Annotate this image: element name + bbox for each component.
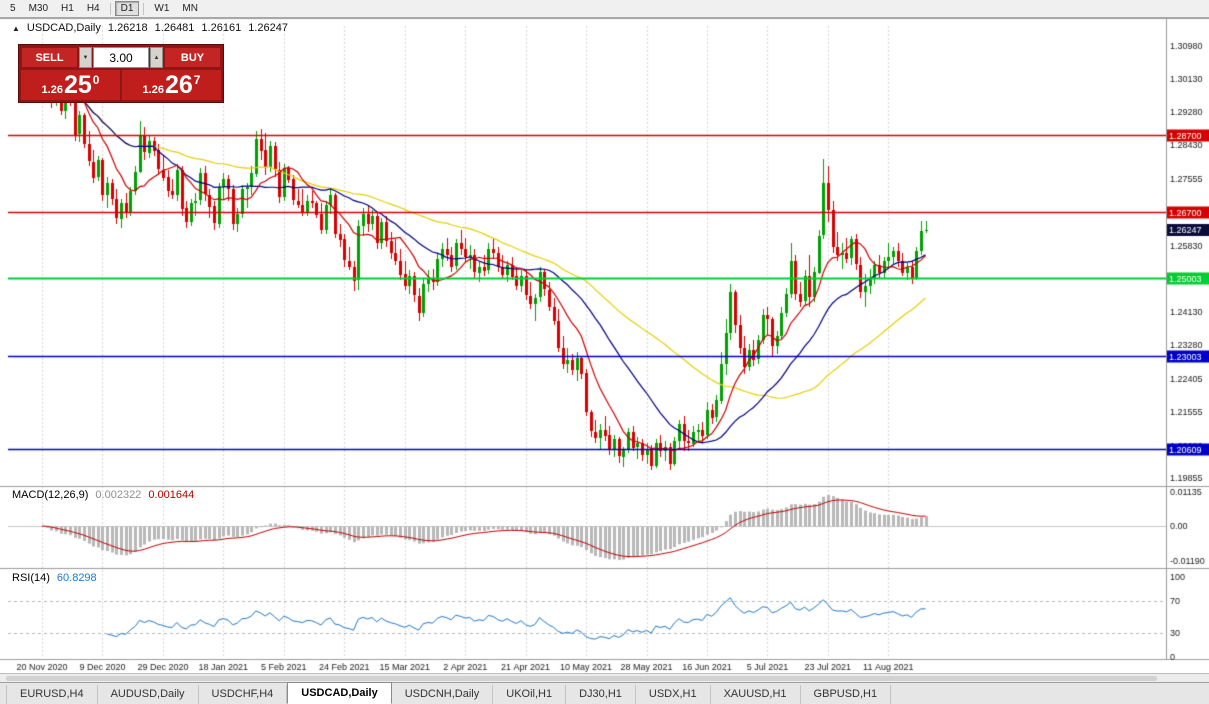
chart-header: ▲ USDCAD,Daily 1.26218 1.26481 1.26161 1… xyxy=(12,22,288,34)
rsi-header: RSI(14) 60.8298 xyxy=(12,572,97,584)
buy-price-sup: 7 xyxy=(193,73,201,87)
ohlc-low: 1.26161 xyxy=(201,22,242,34)
lot-size-input[interactable] xyxy=(93,47,149,68)
sell-button[interactable]: SELL xyxy=(21,47,78,68)
timeframe-button-h4[interactable]: H4 xyxy=(81,1,106,16)
sell-price-sup: 0 xyxy=(92,73,100,87)
trade-controls-row: SELL ▼ ▲ BUY xyxy=(21,47,221,68)
timeframe-button-m5[interactable]: 5 xyxy=(4,1,22,16)
timeframe-button-w1[interactable]: W1 xyxy=(148,1,175,16)
tab-usdx-h1[interactable]: USDX,H1 xyxy=(636,685,711,704)
macd-main-value: 0.002322 xyxy=(95,489,142,501)
lot-decrease-button[interactable]: ▼ xyxy=(79,47,92,68)
tab-usdcnh-daily[interactable]: USDCNH,Daily xyxy=(392,685,494,704)
trade-prices-row: 1.26 25 0 1.26 26 7 xyxy=(21,70,221,100)
price-chart-canvas[interactable] xyxy=(0,18,1209,673)
rsi-title: RSI(14) xyxy=(12,572,50,584)
tab-usdchf-h4[interactable]: USDCHF,H4 xyxy=(199,685,288,704)
ohlc-high: 1.26481 xyxy=(154,22,195,34)
timeframe-toolbar: 5 M30 H1 H4 D1 W1 MN xyxy=(0,0,1209,18)
tab-ukoil-h1[interactable]: UKOil,H1 xyxy=(493,685,567,704)
tab-audusd-daily[interactable]: AUDUSD,Daily xyxy=(98,685,199,704)
tab-gbpusd-h1[interactable]: GBPUSD,H1 xyxy=(801,685,892,704)
buy-button[interactable]: BUY xyxy=(164,47,221,68)
rsi-value: 60.8298 xyxy=(56,572,97,584)
timeframe-button-mn[interactable]: MN xyxy=(176,1,204,16)
sell-price-prefix: 1.26 xyxy=(41,83,63,96)
one-click-trading-panel: SELL ▼ ▲ BUY 1.26 25 0 1.26 26 7 xyxy=(18,44,224,103)
ohlc-close: 1.26247 xyxy=(248,22,288,34)
timeframe-button-d1[interactable]: D1 xyxy=(114,1,140,16)
sell-price[interactable]: 1.26 25 0 xyxy=(21,70,120,100)
tab-dj30-h1[interactable]: DJ30,H1 xyxy=(566,685,636,704)
macd-title: MACD(12,26,9) xyxy=(12,489,89,501)
chart-symbol-label: USDCAD,Daily xyxy=(26,22,101,34)
lot-increase-button[interactable]: ▲ xyxy=(150,47,163,68)
sell-price-big: 25 xyxy=(63,70,92,99)
tab-xauusd-h1[interactable]: XAUUSD,H1 xyxy=(711,685,801,704)
toolbar-separator xyxy=(143,2,145,15)
buy-price-prefix: 1.26 xyxy=(142,83,164,96)
horizontal-scrollbar-thumb[interactable] xyxy=(6,676,1157,681)
tab-eurusd-h4[interactable]: EURUSD,H4 xyxy=(6,685,98,704)
buy-price[interactable]: 1.26 26 7 xyxy=(122,70,221,100)
tab-usdcad-daily[interactable]: USDCAD,Daily xyxy=(287,682,392,704)
macd-signal-value: 0.001644 xyxy=(148,489,195,501)
ohlc-open: 1.26218 xyxy=(107,22,148,34)
macd-header: MACD(12,26,9) 0.002322 0.001644 xyxy=(12,489,194,501)
timeframe-button-h1[interactable]: H1 xyxy=(55,1,80,16)
toolbar-separator xyxy=(109,2,111,15)
buy-price-big: 26 xyxy=(164,70,193,99)
chart-tab-bar: EURUSD,H4 AUDUSD,Daily USDCHF,H4 USDCAD,… xyxy=(0,682,1209,704)
chart-symbol-icon: ▲ xyxy=(12,23,20,33)
horizontal-scrollbar[interactable] xyxy=(0,673,1209,682)
timeframe-button-m30[interactable]: M30 xyxy=(23,1,54,16)
